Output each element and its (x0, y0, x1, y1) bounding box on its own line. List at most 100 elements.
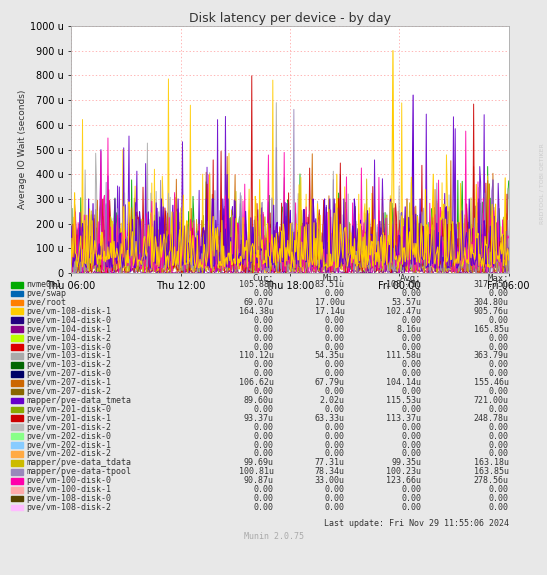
Text: 90.87u: 90.87u (243, 476, 274, 485)
Text: 0.00: 0.00 (324, 334, 345, 343)
Text: 0.00: 0.00 (488, 450, 509, 458)
Text: 0.00: 0.00 (253, 387, 274, 396)
Text: 110.12u: 110.12u (238, 351, 274, 361)
Text: pve/vm-103-disk-2: pve/vm-103-disk-2 (26, 361, 111, 369)
Text: 0.00: 0.00 (253, 343, 274, 351)
Text: 248.78u: 248.78u (474, 414, 509, 423)
Text: 317.75u: 317.75u (474, 280, 509, 289)
Text: 0.00: 0.00 (324, 423, 345, 432)
Text: 0.00: 0.00 (253, 316, 274, 325)
Text: pve/vm-100-disk-1: pve/vm-100-disk-1 (26, 485, 111, 494)
Text: pve/vm-202-disk-0: pve/vm-202-disk-0 (26, 432, 111, 440)
Text: 0.00: 0.00 (324, 405, 345, 414)
Text: 164.38u: 164.38u (238, 307, 274, 316)
Text: 278.56u: 278.56u (474, 476, 509, 485)
Text: 63.33u: 63.33u (315, 414, 345, 423)
Text: 53.57u: 53.57u (391, 298, 421, 307)
Text: 99.69u: 99.69u (243, 458, 274, 467)
Text: 102.47u: 102.47u (386, 307, 421, 316)
Text: 77.31u: 77.31u (315, 458, 345, 467)
Text: Min:: Min: (323, 274, 345, 283)
Text: pve/vm-207-disk-0: pve/vm-207-disk-0 (26, 369, 111, 378)
Text: 163.85u: 163.85u (474, 467, 509, 476)
Text: pve/vm-104-disk-1: pve/vm-104-disk-1 (26, 325, 111, 333)
Text: pve/vm-103-disk-0: pve/vm-103-disk-0 (26, 343, 111, 351)
Text: pve/vm-201-disk-2: pve/vm-201-disk-2 (26, 423, 111, 432)
Text: 69.07u: 69.07u (243, 298, 274, 307)
Text: 0.00: 0.00 (324, 432, 345, 440)
Text: 33.00u: 33.00u (315, 476, 345, 485)
Text: pve/vm-207-disk-1: pve/vm-207-disk-1 (26, 378, 111, 387)
Text: 0.00: 0.00 (253, 503, 274, 512)
Text: 0.00: 0.00 (401, 494, 421, 503)
Text: 83.51u: 83.51u (315, 280, 345, 289)
Text: 0.00: 0.00 (401, 369, 421, 378)
Text: 905.76u: 905.76u (474, 307, 509, 316)
Text: pve/vm-202-disk-1: pve/vm-202-disk-1 (26, 440, 111, 450)
Text: 0.00: 0.00 (324, 316, 345, 325)
Text: mapper/pve-data-tpool: mapper/pve-data-tpool (26, 467, 131, 476)
Text: 8.16u: 8.16u (396, 325, 421, 333)
Text: pve/vm-103-disk-1: pve/vm-103-disk-1 (26, 351, 111, 361)
Text: 0.00: 0.00 (324, 440, 345, 450)
Text: RRDTOOL / TOBI OETIKER: RRDTOOL / TOBI OETIKER (539, 144, 544, 224)
Text: 0.00: 0.00 (253, 423, 274, 432)
Text: Max:: Max: (487, 274, 509, 283)
Text: 0.00: 0.00 (488, 361, 509, 369)
Text: pve/vm-108-disk-2: pve/vm-108-disk-2 (26, 503, 111, 512)
Text: 0.00: 0.00 (488, 369, 509, 378)
Text: 108.73u: 108.73u (386, 280, 421, 289)
Text: 0.00: 0.00 (253, 369, 274, 378)
Text: 721.00u: 721.00u (474, 396, 509, 405)
Text: 113.37u: 113.37u (386, 414, 421, 423)
Text: 78.34u: 78.34u (315, 467, 345, 476)
Text: pve/root: pve/root (26, 298, 66, 307)
Text: 363.79u: 363.79u (474, 351, 509, 361)
Text: 93.37u: 93.37u (243, 414, 274, 423)
Text: 17.14u: 17.14u (315, 307, 345, 316)
Text: 0.00: 0.00 (324, 369, 345, 378)
Text: 106.62u: 106.62u (238, 378, 274, 387)
Text: mapper/pve-data_tdata: mapper/pve-data_tdata (26, 458, 131, 467)
Text: 0.00: 0.00 (253, 361, 274, 369)
Text: 54.35u: 54.35u (315, 351, 345, 361)
Text: 0.00: 0.00 (253, 325, 274, 333)
Text: 0.00: 0.00 (253, 494, 274, 503)
Text: pve/vm-108-disk-1: pve/vm-108-disk-1 (26, 307, 111, 316)
Text: 155.46u: 155.46u (474, 378, 509, 387)
Text: 0.00: 0.00 (488, 432, 509, 440)
Text: 100.81u: 100.81u (238, 467, 274, 476)
Text: 0.00: 0.00 (488, 405, 509, 414)
Text: pve/vm-202-disk-2: pve/vm-202-disk-2 (26, 450, 111, 458)
Text: pve/vm-201-disk-0: pve/vm-201-disk-0 (26, 405, 111, 414)
Text: pve/vm-201-disk-1: pve/vm-201-disk-1 (26, 414, 111, 423)
Text: 17.00u: 17.00u (315, 298, 345, 307)
Text: 0.00: 0.00 (324, 450, 345, 458)
Text: 0.00: 0.00 (324, 289, 345, 298)
Text: 0.00: 0.00 (324, 485, 345, 494)
Text: 105.88u: 105.88u (238, 280, 274, 289)
Text: 0.00: 0.00 (488, 334, 509, 343)
Text: 0.00: 0.00 (401, 423, 421, 432)
Text: 0.00: 0.00 (488, 423, 509, 432)
Text: 0.00: 0.00 (324, 387, 345, 396)
Text: 0.00: 0.00 (401, 316, 421, 325)
Title: Disk latency per device - by day: Disk latency per device - by day (189, 12, 391, 25)
Text: 99.35u: 99.35u (391, 458, 421, 467)
Text: 0.00: 0.00 (488, 494, 509, 503)
Text: 163.18u: 163.18u (474, 458, 509, 467)
Text: pve/vm-108-disk-0: pve/vm-108-disk-0 (26, 494, 111, 503)
Text: 0.00: 0.00 (401, 450, 421, 458)
Text: 2.02u: 2.02u (319, 396, 345, 405)
Text: 0.00: 0.00 (488, 440, 509, 450)
Text: 0.00: 0.00 (324, 503, 345, 512)
Text: 111.58u: 111.58u (386, 351, 421, 361)
Text: pve/vm-100-disk-0: pve/vm-100-disk-0 (26, 476, 111, 485)
Text: 0.00: 0.00 (401, 361, 421, 369)
Text: 0.00: 0.00 (253, 440, 274, 450)
Text: 0.00: 0.00 (253, 432, 274, 440)
Text: 0.00: 0.00 (488, 289, 509, 298)
Text: 0.00: 0.00 (488, 343, 509, 351)
Text: 0.00: 0.00 (488, 503, 509, 512)
Text: 104.14u: 104.14u (386, 378, 421, 387)
